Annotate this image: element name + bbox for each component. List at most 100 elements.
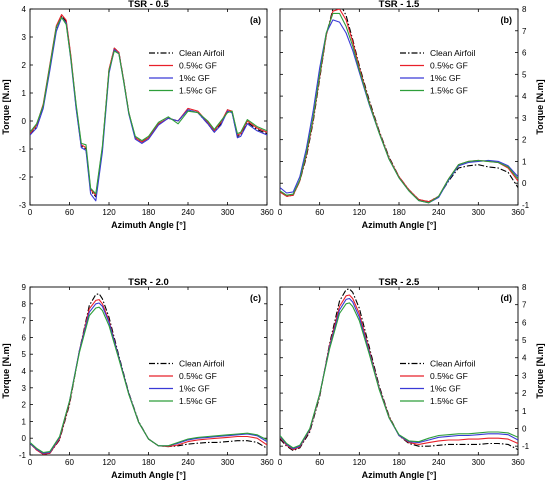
y-tick-label: 2: [522, 136, 527, 145]
y-tick-label: 3: [22, 33, 27, 42]
legend-label: Clean Airfoil: [179, 359, 224, 369]
plot-frame: [29, 286, 268, 456]
legend-label: 0.5%c GF: [179, 61, 217, 71]
y-tick-label: 0: [522, 424, 527, 433]
legend-label: 0.5%c GF: [179, 371, 217, 381]
y-tick-label: 0: [522, 179, 527, 188]
panel-label: (b): [501, 15, 513, 25]
x-tick-label: 360: [260, 458, 274, 467]
legend-label: Clean Airfoil: [179, 48, 224, 58]
panel-label: (c): [250, 293, 261, 303]
y-tick-label: 5: [22, 350, 27, 359]
y-tick-label: 0: [22, 434, 27, 443]
legend: Clean Airfoil 0.5%c GF 1%c GF 1.5%c GF: [400, 48, 475, 96]
plot-frame: [279, 286, 519, 456]
y-tick-label: 6: [522, 318, 527, 327]
x-tick-label: 120: [102, 208, 116, 217]
x-tick-label: 60: [65, 458, 74, 467]
series-line-1: [30, 15, 267, 198]
y-tick-label: 1: [22, 417, 27, 426]
y-tick-label: 4: [522, 92, 527, 101]
x-tick-label: 300: [221, 458, 235, 467]
y-tick-label: 4: [522, 354, 527, 363]
x-tick-label: 0: [28, 458, 33, 467]
chart-panel-3: TSR - 2.0(c)0 60 120 180 240 300 360-101234567…: [1, 277, 274, 480]
y-tick-label: 1: [22, 89, 27, 98]
series-line-2: [280, 294, 518, 451]
series-line-2: [30, 299, 267, 455]
y-tick-label: 8: [522, 5, 527, 14]
x-tick-label: 60: [65, 208, 74, 217]
x-tick-label: 60: [315, 208, 324, 217]
series-line-3: [30, 16, 267, 202]
y-axis-label: Torque [N.m]: [1, 79, 11, 134]
x-tick-label: 60: [315, 458, 324, 467]
y-tick-label: 6: [522, 49, 527, 58]
y-tick-label: 8: [522, 283, 527, 292]
series-line-3: [30, 302, 267, 454]
series-line-4: [30, 306, 267, 454]
chart-panel-4: TSR - 2.5 (d) 0 60 120 180 240 300 360 -1 0 1 2 3 4 5 6 7…: [278, 277, 545, 480]
x-tick-label: 360: [511, 208, 525, 217]
y-tick-label: 8: [22, 300, 27, 309]
x-tick-label: 300: [472, 208, 486, 217]
legend: Clean Airfoil 0.5%c GF 1%c GF 1.5%c GF: [149, 359, 224, 406]
chart-panel-1: TSR - 0.5 (a) 0 60 120 180 240 300 360 -3 -2 -1 0 1 2 3…: [1, 0, 274, 230]
x-tick-label: 360: [511, 458, 525, 467]
y-tick-label: 4: [22, 367, 27, 376]
panel-label: (a): [250, 15, 261, 25]
chart-title: TSR - 1.5: [379, 0, 420, 10]
x-tick-label: 0: [278, 208, 283, 217]
y-tick-label: 5: [522, 336, 527, 345]
y-tick-label: 5: [522, 70, 527, 79]
panel-label: (d): [501, 293, 513, 303]
legend-label: 1.5%c GF: [430, 86, 468, 96]
x-tick-label: 360: [260, 208, 274, 217]
y-tick-label: -1: [522, 201, 530, 210]
legend-label: Clean Airfoil: [430, 48, 475, 58]
y-tick-label: -1: [522, 442, 530, 451]
series-group: [30, 14, 267, 202]
legend: Clean Airfoil 0.5%c GF 1%c GF 1.5%c GF: [149, 48, 224, 96]
y-tick-label: 1: [522, 157, 527, 166]
series-line-2: [280, 9, 518, 203]
x-tick-label: 180: [392, 208, 406, 217]
series-group: [30, 293, 267, 455]
x-tick-label: 0: [28, 208, 33, 217]
y-tick-label: 7: [22, 317, 27, 326]
x-tick-label: 300: [472, 458, 486, 467]
chart-title: TSR - 2.0: [128, 277, 169, 288]
y-tick-label: 2: [22, 401, 27, 410]
x-tick-label: 240: [181, 458, 195, 467]
legend-label: 1.5%c GF: [430, 396, 468, 406]
y-tick-label: 0: [22, 117, 27, 126]
legend: Clean Airfoil 0.5%c GF 1%c GF 1.5%c GF: [400, 359, 475, 406]
x-axis-label: Azimuth Angle [°]: [362, 220, 437, 230]
legend-label: 1%c GF: [179, 384, 210, 394]
series-line-3: [280, 19, 518, 204]
legend-label: 1.5%c GF: [179, 86, 217, 96]
y-tick-label: 3: [22, 384, 27, 393]
y-tick-label: -3: [19, 201, 27, 210]
legend-label: Clean Airfoil: [430, 359, 475, 369]
x-tick-label: 240: [181, 208, 195, 217]
series-line-1: [30, 293, 267, 455]
x-axis-label: Azimuth Angle [°]: [111, 470, 186, 480]
plot-frame: [29, 8, 268, 206]
x-tick-label: 180: [392, 458, 406, 467]
chart-title: TSR - 0.5: [128, 0, 169, 10]
legend-label: 1%c GF: [430, 73, 461, 83]
y-tick-label: 7: [522, 27, 527, 36]
y-tick-label: 6: [22, 333, 27, 342]
y-tick-label: 3: [522, 114, 527, 123]
y-tick-label: -1: [19, 145, 27, 154]
series-line-4: [280, 302, 518, 449]
x-tick-label: 300: [221, 208, 235, 217]
y-tick-label: 2: [522, 389, 527, 398]
series-line-3: [280, 297, 518, 450]
legend-label: 1%c GF: [179, 73, 210, 83]
x-tick-label: 120: [353, 458, 367, 467]
x-tick-label: 180: [142, 208, 156, 217]
x-axis-label: Azimuth Angle [°]: [362, 470, 437, 480]
y-tick-label: -1: [19, 451, 27, 460]
